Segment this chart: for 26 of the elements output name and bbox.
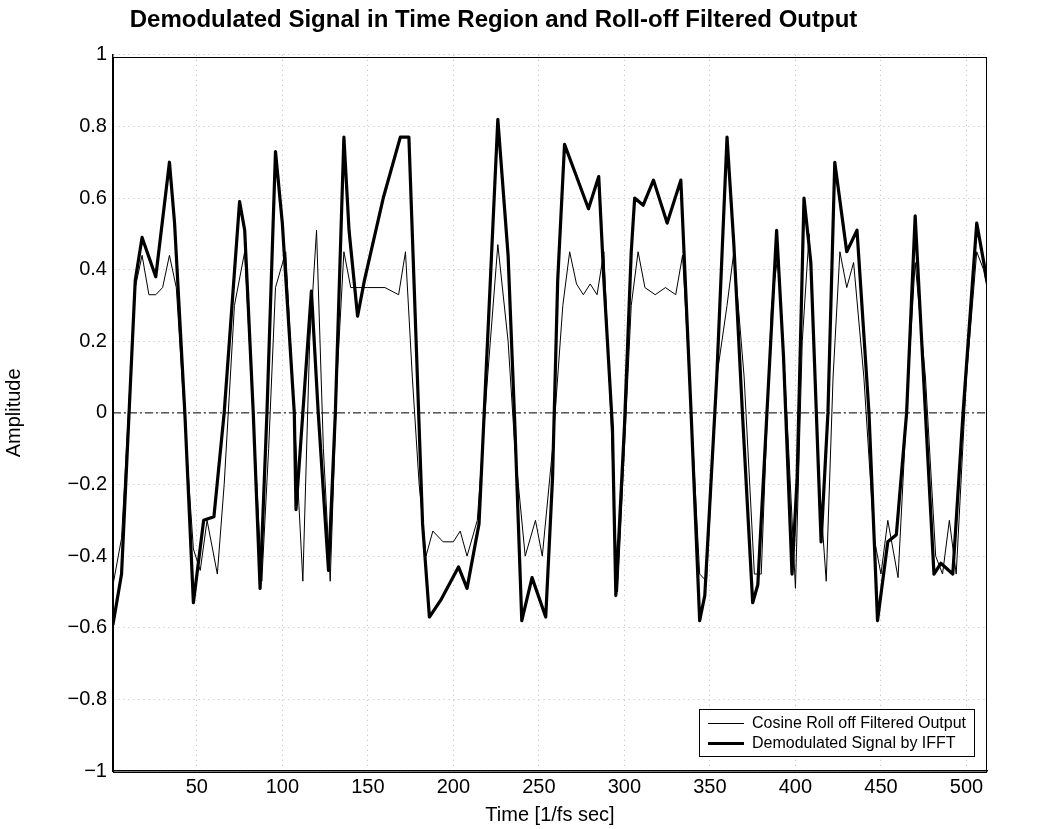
x-tick-label: 50 <box>185 774 208 797</box>
y-tick-label: −0.4 <box>67 543 107 566</box>
chart-title: Demodulated Signal in Time Region and Roll-off Filtered Output <box>129 5 858 33</box>
x-tick-label: 450 <box>864 774 898 797</box>
y-tick-label: 0.2 <box>79 328 107 351</box>
x-tick-label: 350 <box>693 774 727 797</box>
y-tick-label: 0.4 <box>79 257 107 280</box>
x-axis-title: Time [1/fs sec] <box>485 802 615 825</box>
y-tick-label: 0.8 <box>79 113 107 136</box>
x-tick-label: 500 <box>949 774 984 797</box>
x-tick-label: 300 <box>607 774 642 797</box>
y-tick-label: −1 <box>84 758 107 781</box>
legend-label: Demodulated Signal by IFFT <box>751 733 956 753</box>
y-tick-label: 1 <box>95 42 107 65</box>
x-tick-label: 100 <box>265 774 300 797</box>
x-tick-label: 150 <box>351 774 385 797</box>
y-tick-label: −0.2 <box>67 472 107 495</box>
y-axis-title: Amplitude <box>1 368 24 458</box>
x-tick-label: 200 <box>436 774 471 797</box>
y-tick-label: −0.8 <box>67 686 107 709</box>
x-tick-label: 400 <box>778 774 813 797</box>
y-tick-label: 0 <box>95 400 107 423</box>
y-tick-label: −0.6 <box>67 615 107 638</box>
legend-label: Cosine Roll off Filtered Output <box>751 713 966 733</box>
y-tick-label: 0.6 <box>79 185 107 208</box>
x-tick-label: 250 <box>522 774 556 797</box>
